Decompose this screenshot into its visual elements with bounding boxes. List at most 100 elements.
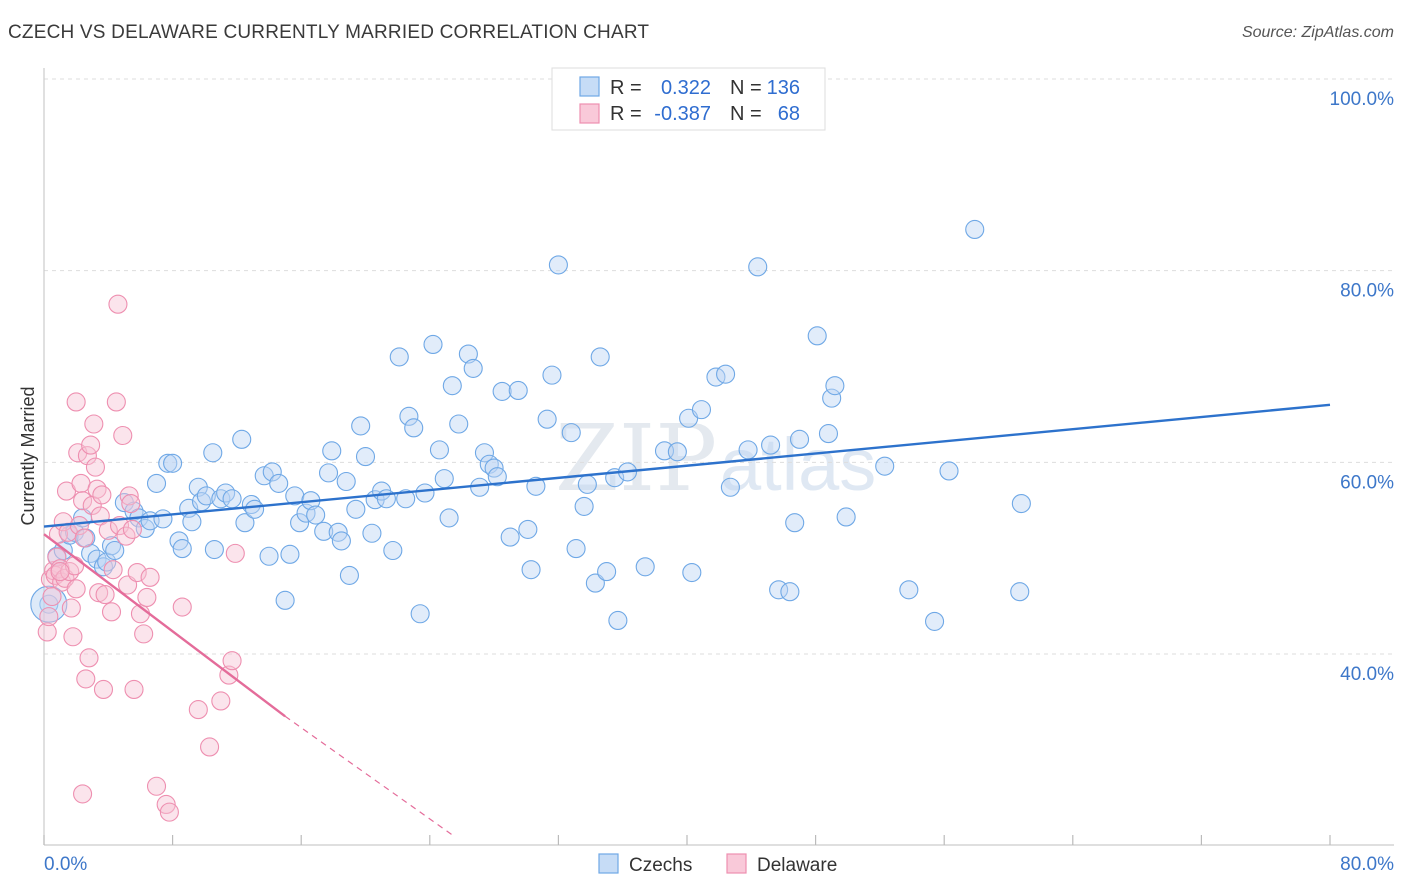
legend-swatch-czechs	[579, 76, 600, 97]
czechs-point-75	[449, 414, 469, 434]
delaware-point-52	[140, 567, 160, 587]
czechs-point-42	[275, 590, 295, 610]
czechs-point-58	[355, 447, 376, 467]
delaware-point-31	[89, 583, 109, 603]
delaware-point-0	[37, 622, 57, 642]
czechs-trend-line	[43, 403, 1331, 528]
czechs-point-64	[389, 347, 409, 367]
czechs-point-110	[720, 477, 740, 497]
czechs-point-122	[836, 507, 856, 527]
legend-n-label-czechs: N =	[730, 77, 762, 99]
delaware-trend-line	[43, 533, 286, 718]
czechs-point-55	[339, 565, 359, 585]
czechs-point-121	[825, 376, 845, 396]
czechs-point-46	[296, 503, 316, 523]
czechs-point-107	[691, 400, 712, 420]
czechs-point-63	[383, 540, 403, 561]
y-axis-label: Currently Married	[18, 386, 38, 525]
delaware-point-17	[66, 392, 86, 412]
legend-n-delaware: 68	[778, 103, 800, 125]
czechs-point-96	[585, 573, 605, 593]
czechs-point-111	[738, 440, 758, 460]
delaware-point-38	[103, 560, 123, 580]
y-tick-label-80: 80.0%	[1340, 281, 1394, 302]
czechs-point-92	[561, 423, 581, 443]
y-tick-labels: 40.0% 60.0% 80.0% 100.0%	[1330, 89, 1395, 685]
bottom-legend-delaware: Delaware	[757, 855, 837, 876]
chart-title: CZECH VS DELAWARE CURRENTLY MARRIED CORR…	[8, 22, 650, 43]
delaware-point-22	[74, 528, 94, 548]
czechs-point-95	[577, 474, 597, 494]
czechs-point-72	[434, 469, 454, 489]
czechs-point-129	[1010, 582, 1030, 602]
czechs-point-100	[608, 610, 628, 631]
czechs-point-74	[442, 376, 462, 396]
delaware-point-62	[225, 543, 245, 563]
delaware-point-23	[76, 669, 96, 689]
czechs-point-54	[336, 471, 356, 492]
czechs-points	[30, 219, 1031, 631]
czechs-point-39	[259, 546, 279, 566]
delaware-point-48	[127, 562, 147, 583]
czechs-point-76	[458, 344, 478, 364]
y-tick-label-100: 100.0%	[1330, 89, 1395, 110]
delaware-point-67	[108, 294, 128, 314]
delaware-point-59	[211, 691, 231, 711]
y-tick-label-40: 40.0%	[1340, 664, 1394, 685]
czechs-point-73	[439, 508, 459, 528]
delaware-point-58	[200, 737, 220, 757]
czechs-point-78	[470, 477, 490, 497]
czechs-point-37	[245, 499, 265, 519]
delaware-point-64	[50, 562, 70, 582]
czechs-point-23	[172, 539, 192, 559]
czechs-point-105	[682, 562, 702, 583]
czechs-point-118	[807, 326, 827, 346]
legend-n-czechs: 136	[767, 77, 800, 99]
czechs-point-85	[508, 380, 528, 401]
czechs-point-88	[526, 476, 546, 496]
legend-n-label-delaware: N =	[730, 103, 762, 125]
delaware-point-61	[222, 651, 242, 671]
czechs-point-93	[566, 539, 586, 559]
czechs-point-56	[346, 499, 366, 519]
czechs-point-41	[269, 473, 289, 493]
delaware-point-39	[106, 392, 126, 412]
czechs-point-69	[415, 483, 435, 503]
czechs-point-127	[965, 219, 985, 240]
czechs-point-90	[542, 365, 562, 385]
czechs-point-115	[780, 582, 800, 602]
czechs-point-40	[262, 462, 282, 482]
source-label: Source: ZipAtlas.com	[1241, 24, 1394, 41]
delaware-point-33	[92, 485, 112, 505]
delaware-point-57	[188, 700, 208, 720]
delaware-point-65	[66, 579, 86, 599]
delaware-trend-extension	[284, 715, 455, 837]
czechs-point-68	[410, 604, 430, 624]
delaware-point-44	[119, 486, 139, 506]
czechs-point-48	[306, 505, 326, 525]
delaware-point-14	[61, 598, 81, 618]
czechs-point-53	[331, 531, 351, 551]
legend: R = 0.322 N = 136 R = -0.387 N = 68	[551, 67, 826, 131]
czechs-point-25	[182, 512, 202, 532]
czechs-point-70	[423, 334, 443, 355]
legend-r-delaware: -0.387	[654, 103, 711, 125]
czechs-point-84	[500, 527, 520, 547]
delaware-point-55	[159, 802, 179, 822]
czechs-point-71	[429, 440, 449, 460]
czechs-point-89	[537, 409, 557, 429]
watermark-atlas: atlas	[720, 423, 876, 506]
czechs-point-50	[318, 463, 339, 483]
czechs-point-113	[761, 435, 781, 455]
delaware-point-46	[122, 519, 142, 539]
czechs-point-large	[30, 585, 68, 623]
x-ticks	[43, 835, 1331, 845]
czechs-point-59	[362, 523, 382, 543]
y-tick-label-60: 60.0%	[1340, 472, 1394, 493]
bottom-legend-czechs: Czechs	[629, 855, 692, 876]
czechs-point-83	[492, 381, 512, 401]
legend-r-label-czechs: R =	[610, 77, 642, 99]
delaware-point-5	[47, 547, 67, 567]
czechs-point-117	[785, 513, 805, 533]
czechs-point-79	[474, 443, 495, 463]
